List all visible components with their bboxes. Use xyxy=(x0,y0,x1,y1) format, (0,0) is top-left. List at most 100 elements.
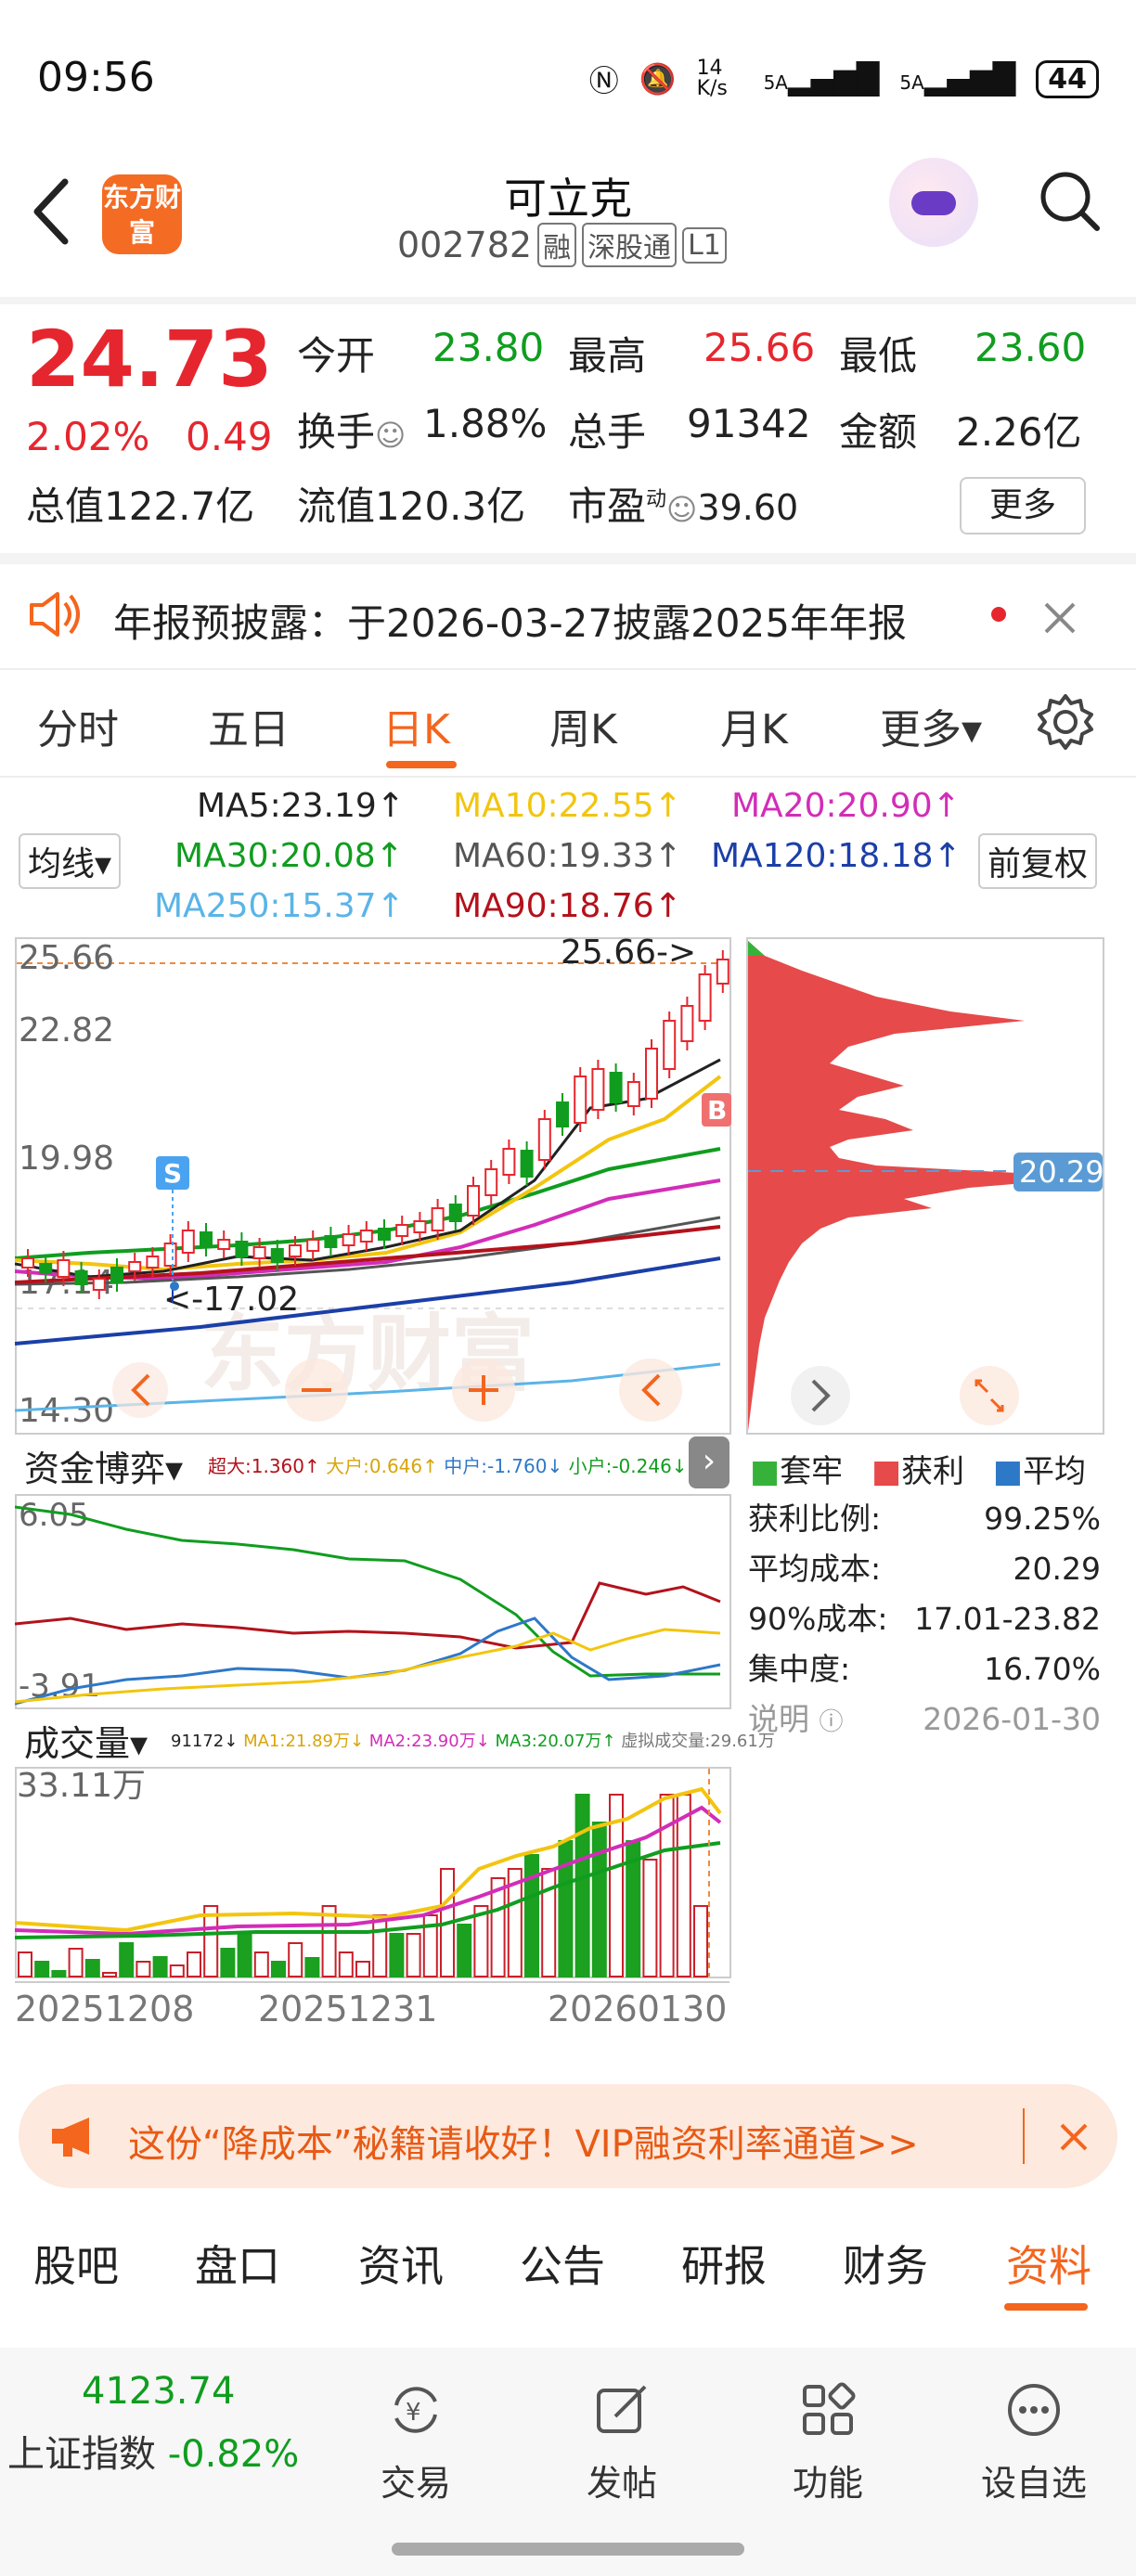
tab-research[interactable]: 研报 xyxy=(681,2241,767,2291)
chip-distribution-chart[interactable]: 20.29 xyxy=(746,937,1104,1435)
max-price-marker: 25.66-> xyxy=(561,937,696,972)
functions-button[interactable]: 功能 xyxy=(754,2381,902,2505)
status-bar: 09:56 Ⓝ 🔕 14 K/s 5A▂▄▆█ 5A▂▄▆█ 44 xyxy=(0,0,1136,139)
stock-code: 002782 xyxy=(397,225,533,265)
tab-profile[interactable]: 资料 xyxy=(1006,2241,1091,2291)
back-button[interactable] xyxy=(28,174,74,264)
ai-assistant-avatar[interactable] xyxy=(889,158,978,247)
avg-cost-badge xyxy=(1013,1153,1103,1191)
tab-intraday[interactable]: 分时 xyxy=(37,706,119,753)
turnover-value: 1.88% xyxy=(423,401,548,446)
volume-bar xyxy=(304,1957,320,1977)
stock-name: 可立克 xyxy=(504,174,632,224)
home-indicator[interactable] xyxy=(392,2543,744,2556)
candle-body xyxy=(680,1005,694,1042)
yuan-exchange-icon: ¥ xyxy=(394,2387,437,2433)
fund-flow-chart: 6.05 -3.91 xyxy=(15,1494,731,1709)
volume-bar xyxy=(68,1948,84,1977)
candle-body xyxy=(200,1231,213,1248)
candle-body xyxy=(502,1148,516,1176)
add-watchlist-button[interactable]: 设自选 xyxy=(960,2381,1108,2505)
volume-bar xyxy=(271,1961,286,1977)
fund-flow-selector[interactable]: 资金博弈▾ xyxy=(24,1449,184,1489)
ma120-line xyxy=(15,1256,721,1346)
close-icon[interactable] xyxy=(1041,599,1078,637)
volume-selector[interactable]: 成交量▾ xyxy=(24,1723,148,1764)
y-tick-1: 25.66 xyxy=(19,939,114,977)
chip-next-button[interactable] xyxy=(791,1366,850,1425)
tab-five-day[interactable]: 五日 xyxy=(208,706,290,753)
volume-chart: 33.11万 20251208 20251231 20260130 xyxy=(15,1767,731,2029)
candle-body xyxy=(484,1168,498,1196)
unread-dot xyxy=(991,607,1006,622)
tab-guba[interactable]: 股吧 xyxy=(33,2241,119,2291)
volume-bar xyxy=(676,1794,691,1977)
signal-icon-2: 5A▂▄▆█ xyxy=(899,61,1016,97)
scroll-start-button[interactable] xyxy=(112,1362,168,1418)
sell-marker xyxy=(156,1156,189,1190)
volume-bar xyxy=(372,1914,388,1977)
tab-financials[interactable]: 财务 xyxy=(843,2241,928,2291)
kline-chart[interactable]: 东方财富 25.66 22.82 19.98 17.14 14.30 25.66… xyxy=(15,937,731,1435)
zoom-in-button[interactable] xyxy=(452,1359,515,1422)
close-promo-icon[interactable] xyxy=(1058,2121,1090,2153)
tab-monthly-k[interactable]: 月K xyxy=(720,706,788,753)
volume-bar xyxy=(473,1905,489,1977)
post-button[interactable]: 发帖 xyxy=(548,2381,696,2505)
expand-right-button[interactable]: › xyxy=(689,1436,729,1488)
candle-body xyxy=(431,1207,445,1231)
float-row: 流值120.3亿 xyxy=(297,483,526,529)
nfc-icon: Ⓝ xyxy=(588,63,619,98)
trade-button[interactable]: ¥ 交易 xyxy=(342,2381,490,2505)
y-tick-5: 14.30 xyxy=(19,1392,114,1430)
volume-bar xyxy=(136,1961,151,1977)
volume-bar xyxy=(490,1877,506,1977)
chip-stats: 获利比例: 99.25% 平均成本: 20.29 90%成本: 17.01-23.82… xyxy=(748,1494,1101,1747)
search-icon[interactable] xyxy=(1038,169,1103,234)
svg-text:¥: ¥ xyxy=(406,2399,421,2427)
speaker-icon xyxy=(30,592,80,637)
high-value: 25.66 xyxy=(704,325,816,370)
info-icon: ⓘ xyxy=(819,1708,844,1736)
volume-bar xyxy=(507,1868,523,1977)
volume-bar xyxy=(355,1961,370,1977)
scroll-left-button[interactable] xyxy=(619,1359,682,1422)
tab-announcements[interactable]: 公告 xyxy=(520,2241,605,2291)
candle-body xyxy=(413,1220,427,1233)
low-label: 最低 xyxy=(839,333,918,379)
tab-weekly-k[interactable]: 周K xyxy=(549,706,617,753)
notice-bar[interactable]: 年报预披露：于2026-03-27披露2025年年报 xyxy=(0,566,1136,663)
tab-order-book[interactable]: 盘口 xyxy=(195,2241,280,2291)
mute-icon: 🔕 xyxy=(639,61,677,97)
tab-daily-k[interactable]: 日K xyxy=(382,706,450,753)
ma90-line xyxy=(15,1225,721,1284)
adjust-button[interactable]: 前复权 xyxy=(978,833,1098,889)
indicator-selector[interactable]: 均线▾ xyxy=(19,833,122,889)
index-value[interactable]: 4123.74 xyxy=(82,2370,236,2413)
settings-gear-icon[interactable] xyxy=(1036,692,1095,752)
volume-bar xyxy=(591,1822,607,1977)
chip-stat-row: 说明 ⓘ 2026-01-30 xyxy=(748,1701,1101,1737)
volume-bar xyxy=(406,1933,421,1977)
index-line[interactable]: 上证指数 -0.82% xyxy=(7,2433,300,2476)
expand-icon[interactable] xyxy=(960,1366,1019,1425)
status-time: 09:56 xyxy=(37,54,155,101)
promo-banner[interactable]: 这份“降成本”秘籍请收好！VIP融资利率通道>> xyxy=(19,2084,1117,2188)
tab-news[interactable]: 资讯 xyxy=(358,2241,444,2291)
volume-bar xyxy=(152,1956,168,1977)
candle-body xyxy=(626,1081,640,1107)
zoom-out-button[interactable] xyxy=(285,1359,348,1422)
volume-bar xyxy=(541,1868,557,1977)
open-value: 23.80 xyxy=(432,325,545,370)
volume-bar xyxy=(642,1859,658,1977)
volume-bar xyxy=(119,1942,135,1977)
volume-bar xyxy=(389,1933,405,1977)
volume-bar xyxy=(574,1794,590,1977)
more-quote-button[interactable]: 更多 xyxy=(960,477,1086,535)
candle-body xyxy=(181,1230,195,1254)
tab-more[interactable]: 更多▾ xyxy=(880,706,983,753)
small-investor-line xyxy=(15,1505,720,1678)
candle-body xyxy=(663,1020,677,1070)
candle-body xyxy=(163,1243,177,1267)
bottom-dock: 4123.74 上证指数 -0.82% ¥ 交易 发帖 功能 设自选 xyxy=(0,2348,1136,2576)
